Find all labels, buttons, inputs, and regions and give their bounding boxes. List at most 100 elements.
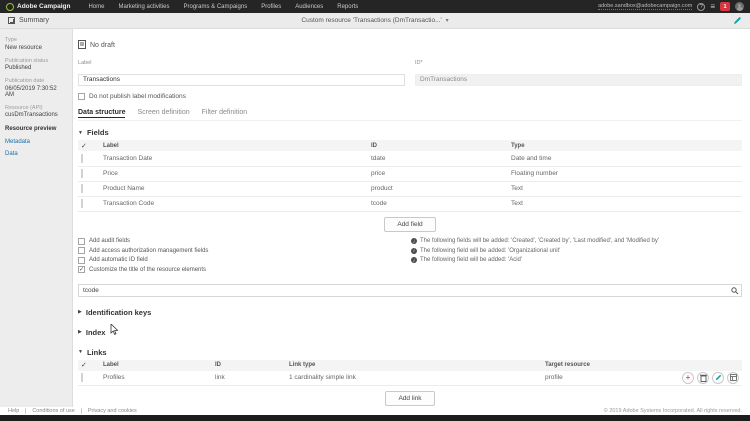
menu-icon[interactable]: ≡ [710,1,715,11]
label-field-label: Label [78,60,92,66]
info-icon: i [411,257,417,264]
edit-pencil-icon[interactable] [733,12,742,30]
links-col-id: ID [212,359,286,371]
table-row[interactable]: Profiles link 1 cardinality simple link … [78,370,742,386]
audit-fields-checkbox[interactable] [78,237,85,245]
row-select-checkbox[interactable] [81,184,83,193]
links-section-header[interactable]: ▼ Links [78,348,742,357]
publication-date-value: 06/05/2019 7:30:52 AM [5,85,57,98]
identification-keys-section[interactable]: ▶ Identification keys [78,308,742,317]
option-label: Add access authorization management fiel… [89,247,209,254]
links-header-row: ✓ Label ID Link type Target resource [78,359,742,371]
index-section[interactable]: ▶ Index [78,328,742,337]
tab-bar: Data structure Screen definition Filter … [78,109,742,121]
brand[interactable]: Adobe Campaign [6,2,70,11]
fields-section-header[interactable]: ▼ Fields [78,128,742,137]
account-name[interactable]: adobe.sandbox@adobecampaign.com [598,3,693,10]
option-add-audit-fields: Add audit fields i The following fields … [78,237,742,247]
title-expression-input[interactable] [78,283,742,297]
table-row[interactable]: Price price Floating number [78,166,742,182]
table-row[interactable]: Transaction Code tcode Text [78,196,742,212]
copyright-text: © 2019 Adobe Systems Incorporated. All r… [603,408,742,414]
field-id: product [368,181,508,197]
page-footer: Help Conditions of use Privacy and cooki… [0,407,750,415]
delete-trash-icon[interactable] [697,371,709,384]
fields-section-title: Fields [86,128,109,137]
field-id: tdate [368,151,508,167]
id-input [415,73,742,86]
draft-status-row: No draft [78,36,742,54]
access-authorization-checkbox[interactable] [78,247,85,255]
row-select-checkbox[interactable] [81,169,83,178]
nav-home[interactable]: Home [88,3,105,10]
row-select-checkbox[interactable] [81,153,83,163]
metadata-link[interactable]: Metadata [5,139,31,145]
customize-title-checkbox[interactable] [78,266,85,274]
option-add-access-authorization: Add access authorization management fiel… [78,246,742,256]
option-note-text: The following fields will be added: 'Cre… [420,238,659,245]
nav-profiles[interactable]: Profiles [261,3,282,10]
notifications-bell-icon[interactable]: 1 [720,2,730,11]
draft-icon [78,36,86,54]
notification-badge: 1 [723,3,727,10]
resource-selector[interactable]: Custom resource 'Transactions (DmTransac… [208,17,542,24]
link-id: link [212,370,286,386]
fields-col-type: Type [508,140,742,151]
option-note-text: The following field will be added: 'Acid… [420,257,523,264]
help-link[interactable]: Help [8,408,20,414]
type-value: New resource [5,44,43,51]
privacy-link[interactable]: Privacy and cookies [80,408,137,414]
row-select-checkbox[interactable] [81,373,83,383]
add-field-button[interactable]: Add field [384,216,436,232]
collapse-caret-icon: ▼ [78,349,83,355]
tab-filter-definition[interactable]: Filter definition [201,109,248,116]
fields-col-label: Label [100,140,368,151]
select-all-icon[interactable]: ✓ [81,142,87,150]
links-col-label: Label [100,359,212,371]
fields-col-id: ID [368,140,508,151]
collapse-caret-icon: ▶ [78,329,82,335]
edit-pencil-icon[interactable] [712,371,724,384]
automatic-id-checkbox[interactable] [78,256,85,264]
detail-view-icon[interactable] [727,371,739,384]
table-row[interactable]: Product Name product Text [78,181,742,197]
mouse-cursor [110,322,119,340]
row-select-checkbox[interactable] [81,199,83,208]
tab-data-structure[interactable]: Data structure [78,109,126,118]
collapse-caret-icon: ▶ [78,309,82,315]
identification-keys-title: Identification keys [85,307,152,317]
publish-checkbox[interactable] [78,93,85,100]
conditions-link[interactable]: Conditions of use [25,408,75,414]
summary-label: Summary [19,17,49,24]
adobe-campaign-logo-icon [6,2,14,11]
resource-selector-label: Custom resource 'Transactions (DmTransac… [301,17,442,24]
draft-status-text: No draft [90,41,115,49]
index-title: Index [85,327,106,337]
select-all-icon[interactable]: ✓ [81,362,87,369]
search-icon[interactable] [731,282,739,300]
label-input[interactable] [78,73,405,86]
add-icon[interactable]: + [682,371,694,384]
summary-breadcrumb[interactable]: Summary [8,17,208,24]
main-content: No draft Label ID* Do not publish label … [73,29,750,407]
title-expression-row [78,279,742,297]
option-note: i The following field will be added: 'Ac… [411,257,523,264]
nav-audiences[interactable]: Audiences [295,3,324,10]
table-row[interactable]: Transaction Date tdate Date and time [78,151,742,167]
nav-programs-campaigns[interactable]: Programs & Campaigns [183,3,248,10]
user-avatar[interactable] [735,2,744,11]
tab-screen-definition[interactable]: Screen definition [137,109,190,116]
publish-checkbox-row: Do not publish label modifications [78,93,742,100]
field-id: price [368,166,508,182]
data-link[interactable]: Data [5,151,18,157]
option-label: Customize the title of the resource elem… [89,266,207,273]
field-label: Transaction Code [100,196,368,212]
nav-marketing-activities[interactable]: Marketing activities [118,3,170,10]
field-label: Transaction Date [100,151,368,167]
nav-reports[interactable]: Reports [337,3,359,10]
option-note: i The following fields will be added: 'C… [411,238,659,245]
info-icon: i [411,238,417,245]
help-icon[interactable]: ? [697,2,706,11]
add-link-button[interactable]: Add link [385,391,435,406]
